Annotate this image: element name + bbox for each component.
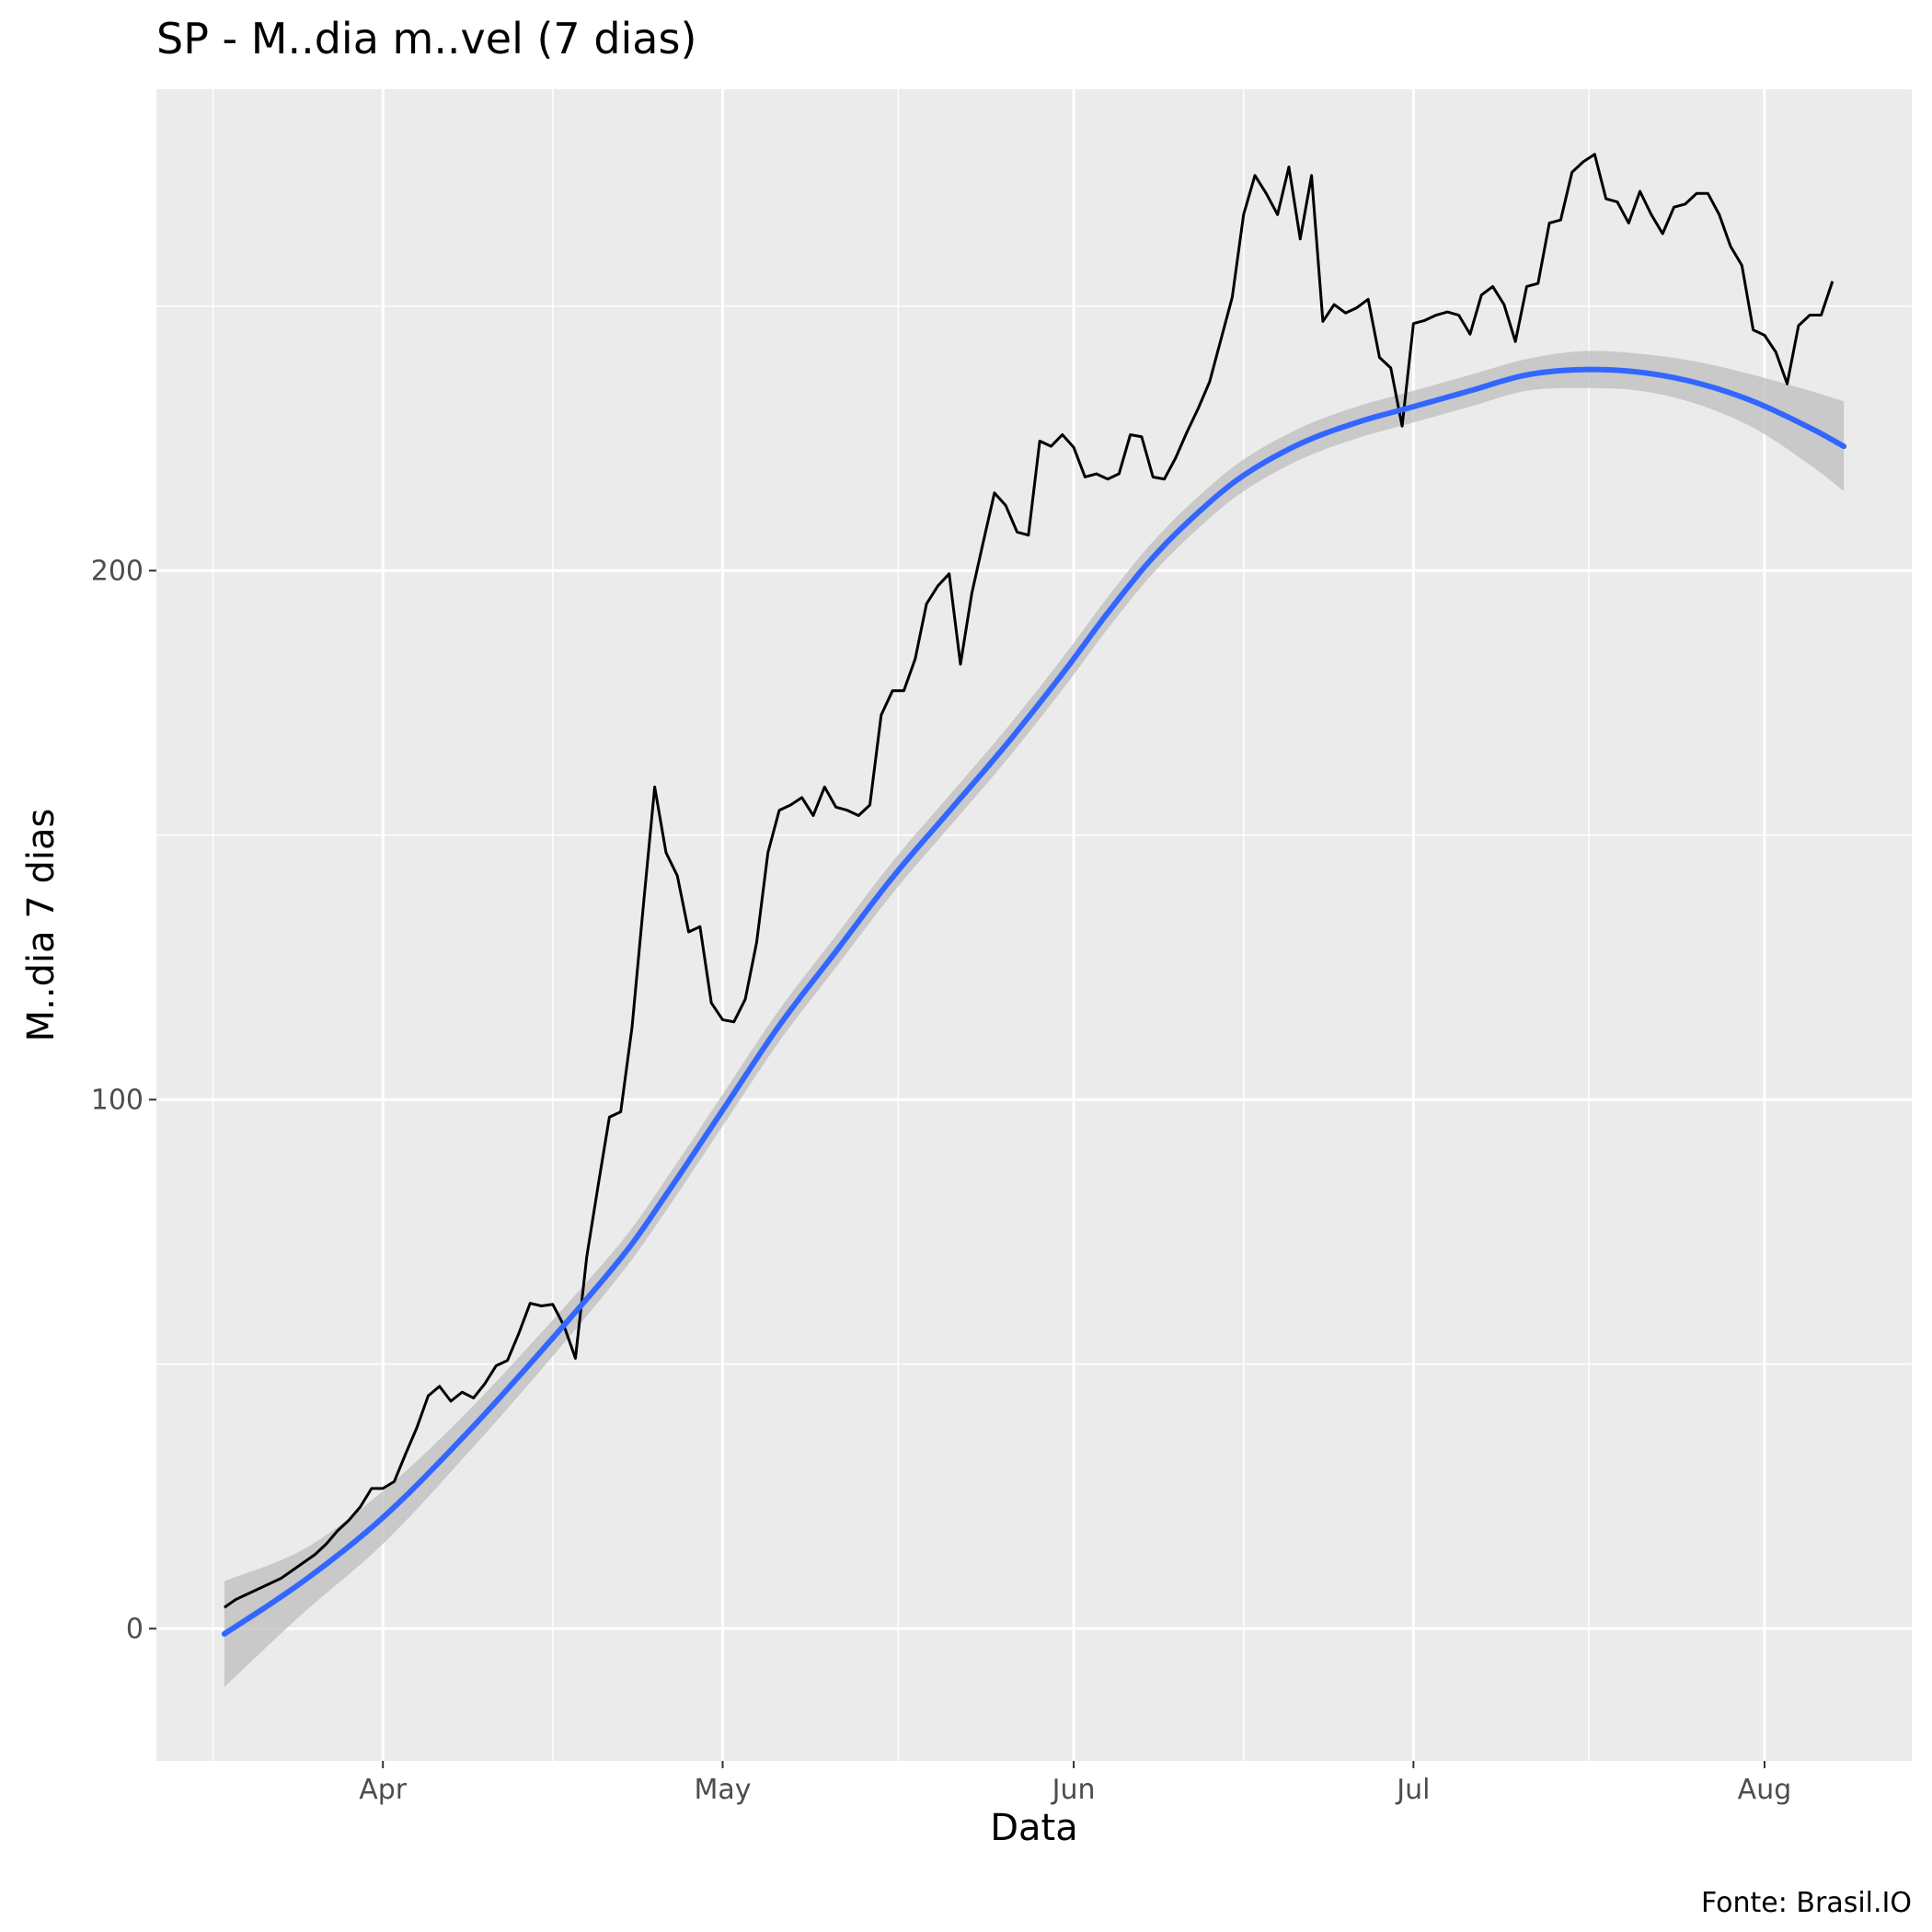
major-gridlines — [156, 89, 1912, 1761]
y-tick-label: 100 — [91, 1084, 144, 1116]
chart-title: SP - M..dia m..vel (7 dias) — [156, 14, 696, 63]
y-tick-label: 200 — [91, 555, 144, 587]
x-tick-label: Apr — [359, 1774, 408, 1806]
source-caption: Fonte: Brasil.IO — [1701, 1887, 1912, 1919]
x-axis-title: Data — [990, 1807, 1078, 1849]
smooth-trend-line — [221, 366, 1847, 1637]
x-tick-label: Jul — [1395, 1774, 1430, 1806]
x-tick-label: May — [694, 1774, 751, 1806]
y-axis: 0 100 200 — [91, 555, 156, 1645]
moving-average-line — [223, 153, 1834, 1609]
y-axis-title: M..dia 7 dias — [20, 809, 63, 1042]
series-layer — [221, 153, 1847, 1687]
x-tick-label: Aug — [1738, 1774, 1792, 1806]
minor-gridlines — [156, 89, 1912, 1761]
plot-panel — [156, 89, 1912, 1761]
x-tick-label: Jun — [1051, 1774, 1096, 1806]
x-axis: Apr May Jun Jul Aug — [359, 1761, 1791, 1806]
y-tick-label: 0 — [126, 1613, 144, 1645]
